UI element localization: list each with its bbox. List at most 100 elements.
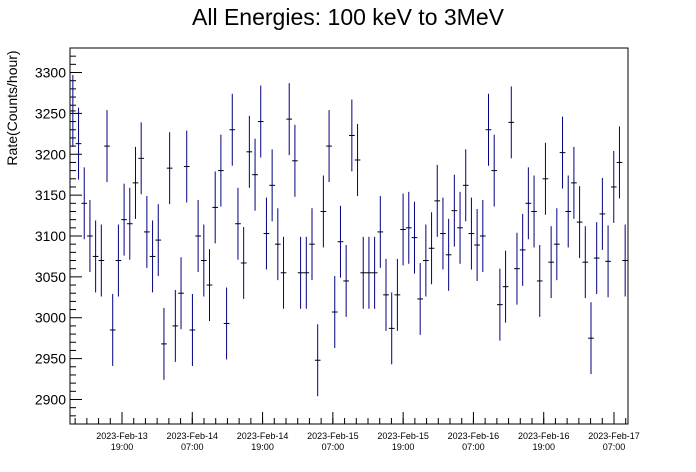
x-tick-label-time: 07:00 bbox=[603, 442, 626, 452]
y-tick-label: 3100 bbox=[35, 228, 66, 244]
data-point bbox=[109, 294, 116, 366]
data-point bbox=[218, 134, 224, 207]
data-point bbox=[297, 236, 304, 309]
data-point bbox=[354, 124, 361, 196]
data-point bbox=[155, 204, 162, 277]
x-tick-label-date: 2023-Feb-17 bbox=[588, 431, 640, 441]
data-point bbox=[479, 200, 486, 272]
data-point bbox=[189, 294, 196, 366]
chart-title: All Energies: 100 keV to 3MeV bbox=[192, 4, 505, 30]
data-point bbox=[252, 138, 258, 211]
data-point bbox=[349, 99, 355, 172]
data-point bbox=[195, 200, 201, 272]
data-point bbox=[223, 287, 230, 360]
data-point bbox=[292, 124, 298, 197]
data-point bbox=[388, 292, 395, 365]
data-point bbox=[428, 212, 435, 285]
x-tick-label-date: 2023-Feb-15 bbox=[377, 431, 429, 441]
data-point bbox=[588, 302, 594, 375]
data-point bbox=[462, 149, 469, 222]
data-point bbox=[257, 85, 264, 158]
data-point bbox=[126, 187, 133, 260]
data-point bbox=[303, 236, 310, 309]
data-points bbox=[70, 74, 628, 397]
x-tick-label-time: 07:00 bbox=[322, 442, 345, 452]
data-point bbox=[502, 250, 509, 323]
x-tick-label-date: 2023-Feb-13 bbox=[96, 431, 148, 441]
data-point bbox=[616, 126, 623, 199]
data-point bbox=[491, 134, 498, 207]
data-point bbox=[320, 175, 327, 248]
data-point bbox=[81, 167, 88, 240]
x-tick-label-date: 2023-Feb-16 bbox=[448, 431, 500, 441]
x-tick-label-time: 19:00 bbox=[251, 442, 274, 452]
data-point bbox=[309, 208, 315, 281]
data-point bbox=[366, 236, 372, 309]
data-point bbox=[200, 224, 207, 297]
data-point bbox=[377, 195, 384, 268]
data-point bbox=[423, 224, 429, 297]
data-point bbox=[417, 262, 424, 335]
data-point bbox=[172, 289, 179, 362]
data-point bbox=[474, 209, 480, 281]
data-point bbox=[183, 130, 190, 203]
data-point bbox=[286, 83, 293, 156]
data-point bbox=[525, 167, 532, 240]
y-tick-label: 3300 bbox=[35, 65, 66, 81]
data-point bbox=[394, 258, 401, 331]
data-point bbox=[121, 183, 127, 256]
data-point bbox=[263, 197, 270, 270]
data-point bbox=[161, 307, 167, 380]
data-point bbox=[508, 86, 515, 159]
data-point bbox=[326, 110, 332, 183]
x-tick-label-time: 07:00 bbox=[462, 442, 485, 452]
data-point bbox=[383, 258, 389, 331]
data-point bbox=[582, 226, 589, 299]
y-tick-label: 3050 bbox=[35, 269, 66, 285]
data-point bbox=[457, 191, 463, 264]
x-tick-label-date: 2023-Feb-15 bbox=[307, 431, 359, 441]
data-point bbox=[445, 218, 452, 291]
data-point bbox=[70, 74, 76, 147]
data-point bbox=[269, 149, 275, 222]
data-point bbox=[206, 249, 213, 322]
data-point bbox=[280, 236, 287, 309]
data-point bbox=[542, 142, 549, 215]
data-point bbox=[229, 93, 236, 166]
data-point bbox=[212, 171, 219, 244]
data-point bbox=[314, 324, 321, 397]
data-point bbox=[144, 195, 150, 268]
data-point bbox=[593, 222, 600, 295]
data-point bbox=[485, 93, 492, 166]
data-point bbox=[360, 236, 367, 309]
data-point bbox=[571, 146, 577, 219]
data-point bbox=[115, 224, 122, 297]
data-point bbox=[565, 175, 572, 248]
data-point bbox=[405, 191, 412, 264]
data-point bbox=[440, 197, 446, 270]
data-point bbox=[497, 268, 503, 341]
data-point bbox=[576, 186, 583, 259]
data-point bbox=[138, 122, 145, 195]
y-tick-label: 3000 bbox=[35, 310, 66, 326]
data-point bbox=[178, 257, 184, 330]
data-point bbox=[331, 276, 338, 348]
data-point bbox=[166, 132, 173, 205]
y-tick-label: 2900 bbox=[35, 391, 66, 407]
data-point bbox=[371, 236, 378, 309]
data-point bbox=[240, 227, 247, 299]
data-point bbox=[514, 232, 520, 305]
y-tick-label: 3200 bbox=[35, 146, 66, 162]
x-tick-label-time: 07:00 bbox=[181, 442, 204, 452]
data-point bbox=[75, 107, 82, 180]
x-tick-label-date: 2023-Feb-16 bbox=[518, 431, 570, 441]
data-point bbox=[92, 220, 99, 293]
data-point bbox=[519, 213, 526, 286]
data-point bbox=[274, 208, 281, 281]
y-tick-label: 3150 bbox=[35, 187, 66, 203]
y-axis-label: Rate(Counts/hour) bbox=[4, 50, 20, 165]
data-point bbox=[411, 201, 418, 274]
data-point bbox=[536, 244, 543, 317]
data-point bbox=[622, 224, 628, 297]
